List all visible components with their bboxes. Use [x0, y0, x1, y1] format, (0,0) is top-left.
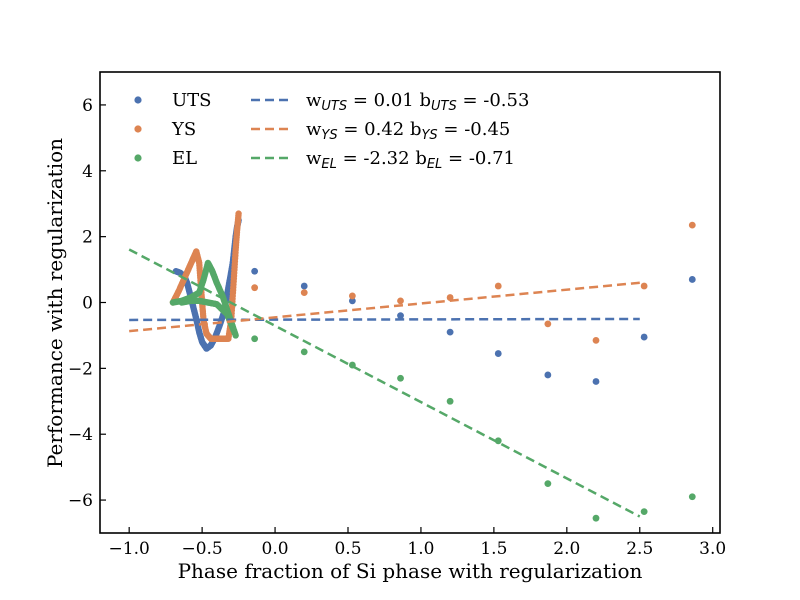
- x-axis-label: Phase fraction of Si phase with regulari…: [178, 559, 643, 583]
- el-fit-legend-label: wEL = -2.32 bEL = -0.71: [306, 148, 515, 172]
- ys-legend-marker: [134, 125, 142, 133]
- uts-data-point: [397, 312, 404, 320]
- el-legend-marker: [134, 154, 142, 162]
- el-data-point: [300, 348, 308, 356]
- x-tick-label: 0.5: [334, 539, 361, 559]
- el-cluster-point: [178, 299, 185, 306]
- ys-legend-label: YS: [171, 119, 196, 140]
- uts-data-point: [348, 297, 356, 305]
- el-legend-label: EL: [172, 148, 197, 169]
- y-tick-label: 4: [82, 162, 93, 182]
- y-tick-label: −2: [68, 359, 93, 379]
- uts-data-point: [494, 350, 502, 357]
- x-tick-label: 0.0: [262, 539, 289, 559]
- x-tick-label: 2.5: [626, 539, 653, 559]
- ys-data-point: [397, 297, 404, 305]
- plot-marks: [128, 210, 696, 522]
- uts-fit-line: [129, 317, 640, 322]
- ys-data-point: [300, 289, 308, 297]
- el-data-point: [640, 508, 648, 515]
- y-tick-label: 2: [82, 228, 93, 248]
- ys-data-point: [592, 336, 600, 344]
- uts-legend-marker: [134, 96, 142, 104]
- y-axis-label: Performance with regularization: [43, 138, 67, 468]
- y-tick-label: 6: [82, 96, 93, 116]
- ys-data-point: [494, 282, 502, 290]
- uts-data-point: [446, 328, 454, 336]
- x-tick-label: 2.0: [553, 539, 580, 559]
- legend: UTS YS EL wUTS = 0.01 bUTS = -0.53 wYS = 0.4…: [134, 90, 529, 172]
- y-tick-label: −4: [68, 425, 93, 445]
- ys-fit-line: [129, 281, 640, 333]
- x-tick-label: 1.0: [407, 539, 434, 559]
- y-tick-label: 0: [82, 294, 93, 314]
- el-data-point: [544, 480, 552, 488]
- uts-data-point: [300, 282, 308, 290]
- el-data-point: [251, 335, 259, 343]
- uts-data-point: [251, 267, 259, 275]
- axes: −1.0 −0.5 0.0 0.5 1.0 1.5 2.0 2.5 3.0 −6 −4 −2 0 2 4 6: [68, 71, 726, 559]
- x-tick-label: 1.5: [480, 539, 507, 559]
- ys-cluster-point: [235, 210, 242, 217]
- ys-fit-legend-label: wYS = 0.42 bYS = -0.45: [306, 119, 510, 143]
- ys-data-point: [640, 282, 648, 290]
- uts-data-point: [592, 378, 600, 385]
- ys-data-point: [348, 292, 356, 300]
- el-data-point: [446, 397, 454, 405]
- x-tick-label: −0.5: [181, 539, 222, 559]
- uts-data-point: [544, 371, 552, 379]
- ys-data-point: [446, 294, 454, 301]
- x-tick-label: 3.0: [699, 539, 726, 559]
- uts-data-point: [688, 276, 696, 283]
- uts-legend-label: UTS: [172, 90, 212, 111]
- ys-data-point: [688, 221, 696, 229]
- el-data-point: [688, 493, 696, 501]
- uts-fit-legend-label: wUTS = 0.01 bUTS = -0.53: [306, 90, 529, 114]
- y-tick-label: −6: [68, 491, 93, 511]
- uts-data-point: [640, 333, 648, 341]
- el-fit-line: [128, 248, 641, 518]
- ys-data-point: [544, 320, 552, 328]
- el-data-point: [592, 514, 600, 522]
- x-tick-label: −1.0: [109, 539, 150, 559]
- el-data-point: [397, 374, 404, 382]
- ys-data-point: [251, 284, 259, 292]
